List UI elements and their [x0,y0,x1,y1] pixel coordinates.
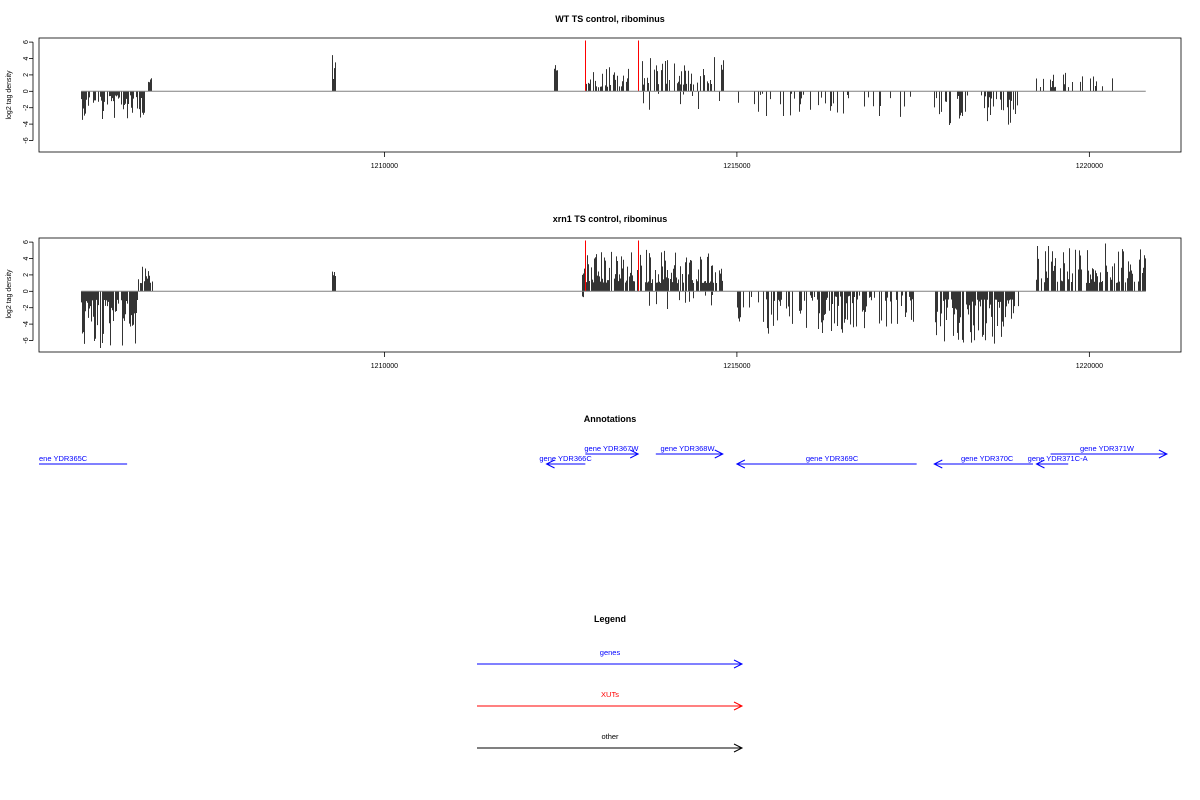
wt-track-bars [81,55,1113,126]
gene-arrowhead [1035,459,1045,469]
gene-label: gene YDR371C-A [1028,454,1088,463]
xrn1-track-bars [81,243,1146,348]
legend-items: genes XUTs other [477,648,744,753]
xrn1-track-frame [38,237,1182,353]
gene-arrowhead [714,449,724,459]
xrn1-track-panel: xrn1 TS control, ribominus log2 tag dens… [6,214,1182,370]
xrn1-y-tick-label: 2 [23,273,30,277]
gene-label: gene YDR366C [539,454,592,463]
xrn1-track-ylabel: log2 tag density [6,269,13,319]
gene-arrowhead [629,449,640,459]
gene-label: gene YDR368W [661,444,716,453]
gene-label: gene YDR367W [584,444,639,453]
wt-y-tick-label: 0 [23,89,30,93]
wt-track-y-axis: 6 4 2 0 -2 -4 -6 [23,40,34,144]
wt-x-tick-label: 1210000 [371,163,398,170]
gene-arrowhead [933,459,943,469]
annotations-title: Annotations [584,414,637,424]
xrn1-track-xut-marks [585,240,639,292]
legend-label-genes: genes [600,648,621,657]
wt-y-tick-label: 2 [23,73,30,77]
xrn1-y-tick-label: -4 [23,321,30,327]
legend-label-other: other [601,732,619,741]
wt-track-frame [38,37,1182,153]
wt-x-tick-label: 1215000 [723,163,750,170]
xrn1-x-tick-label: 1215000 [723,363,750,370]
wt-track-x-axis: 1210000 1215000 1220000 [371,152,1103,170]
legend-arrowhead [733,743,744,753]
wt-x-tick-label: 1220000 [1076,163,1103,170]
wt-track-title: WT TS control, ribominus [555,14,665,24]
gene-arrowhead [735,459,746,469]
xrn1-y-tick-label: 6 [23,240,30,244]
gene-arrowhead [1158,449,1169,459]
xrn1-track-x-axis: 1210000 1215000 1220000 [371,352,1103,370]
gene-label: ene YDR365C [39,454,88,463]
wt-y-tick-label: 6 [23,40,30,44]
wt-track-panel: WT TS control, ribominus log2 tag densit… [6,14,1182,170]
gene-arrowhead [545,459,555,469]
wt-track-ylabel: log2 tag density [6,70,13,120]
wt-y-tick-label: -6 [23,137,30,143]
xrn1-y-tick-label: -6 [23,337,30,343]
legend-arrowhead [733,659,744,669]
xrn1-y-tick-label: 0 [23,289,30,293]
gene-label: gene YDR370C [961,454,1014,463]
xrn1-track-title: xrn1 TS control, ribominus [553,214,668,224]
xrn1-x-tick-label: 1210000 [371,363,398,370]
legend-title: Legend [594,614,626,624]
legend-label-xuts: XUTs [601,690,619,699]
xrn1-x-tick-label: 1220000 [1076,363,1103,370]
wt-track-xut-marks [585,40,639,92]
wt-y-tick-label: -2 [23,104,30,110]
xrn1-track-y-axis: 6 4 2 0 -2 -4 -6 [23,240,34,344]
legend: Legend genes XUTs other [477,614,744,753]
gene-label: gene YDR369C [806,454,859,463]
xrn1-y-tick-label: 4 [23,256,30,260]
xrn1-y-tick-label: -2 [23,304,30,310]
annotations-panel: Annotations ene YDR365C gene YDR366Cgene … [39,414,1169,469]
gene-label: gene YDR371W [1080,444,1135,453]
wt-y-tick-label: 4 [23,56,30,60]
wt-y-tick-label: -4 [23,121,30,127]
legend-arrowhead [733,701,744,711]
